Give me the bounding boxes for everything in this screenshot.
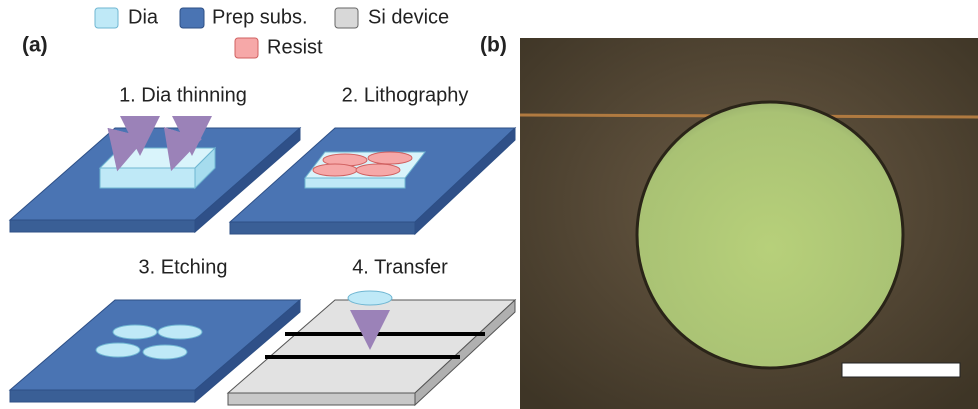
- step-1-diagram: [8, 116, 302, 234]
- step-4-diagram: [226, 290, 517, 407]
- step-label: 4. Transfer: [352, 256, 448, 278]
- scale-bar: [841, 362, 961, 378]
- step-label: 2. Lithography: [342, 84, 469, 106]
- legend-label: Si device: [368, 6, 449, 28]
- step-3-diagram: [8, 298, 302, 404]
- legend: Dia Prep subs. Si device Resist: [94, 6, 449, 59]
- legend-swatch: [234, 37, 259, 59]
- step-label: 3. Etching: [139, 256, 228, 278]
- legend-swatch: [334, 7, 359, 29]
- micrograph: [519, 38, 978, 409]
- step-2-diagram: [228, 126, 517, 236]
- legend-label: Prep subs.: [212, 6, 308, 28]
- legend-swatch: [94, 7, 119, 29]
- legend-swatch: [179, 7, 205, 29]
- step-label: 1. Dia thinning: [119, 84, 247, 106]
- legend-label: Dia: [128, 6, 159, 28]
- panel-label: (b): [480, 34, 507, 57]
- panel-label: (a): [22, 34, 48, 57]
- legend-label: Resist: [267, 36, 323, 58]
